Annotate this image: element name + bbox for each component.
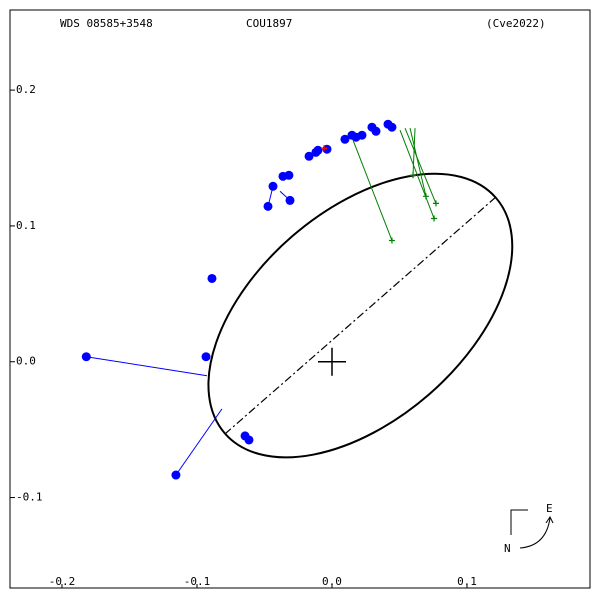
x-tick-label: 0.0	[322, 575, 342, 588]
observation	[313, 145, 323, 155]
residual	[175, 408, 223, 476]
y-tick-label: -0.1	[16, 491, 43, 504]
x-tick-label: -0.2	[49, 575, 76, 588]
observation	[207, 273, 217, 283]
compass	[510, 509, 554, 549]
y-tick-label: 0.1	[16, 219, 36, 232]
observation	[357, 130, 367, 140]
observation	[387, 122, 397, 132]
residual	[399, 130, 435, 219]
residual	[412, 128, 416, 176]
observation	[422, 193, 429, 200]
residual	[404, 127, 437, 204]
observation	[388, 237, 395, 244]
primary-star	[317, 347, 346, 376]
observation	[81, 352, 91, 362]
observation	[285, 195, 295, 205]
compass-north: N	[504, 542, 511, 555]
observation	[171, 470, 181, 480]
observation	[304, 151, 314, 161]
observation	[340, 134, 350, 144]
observation	[201, 352, 211, 362]
x-tick-label: -0.1	[184, 575, 211, 588]
compass-east: E	[546, 502, 553, 515]
header-wds: WDS 08585+3548	[60, 17, 153, 30]
observation	[268, 181, 278, 191]
header-name: COU1897	[246, 17, 292, 30]
observation	[431, 215, 438, 222]
observation	[432, 200, 439, 207]
observation	[284, 170, 294, 180]
observation	[263, 201, 273, 211]
residual	[352, 140, 393, 241]
y-tick-label: 0.0	[16, 355, 36, 368]
residual	[86, 356, 208, 377]
observation	[244, 435, 254, 445]
observation	[410, 172, 417, 179]
line-of-apsides	[224, 196, 497, 435]
observation	[321, 145, 328, 152]
observation	[371, 126, 381, 136]
x-tick-label: 0.1	[457, 575, 477, 588]
frame	[9, 9, 591, 589]
residual	[409, 128, 427, 197]
y-tick-label: 0.2	[16, 83, 36, 96]
header-ref: (Cve2022)	[486, 17, 546, 30]
